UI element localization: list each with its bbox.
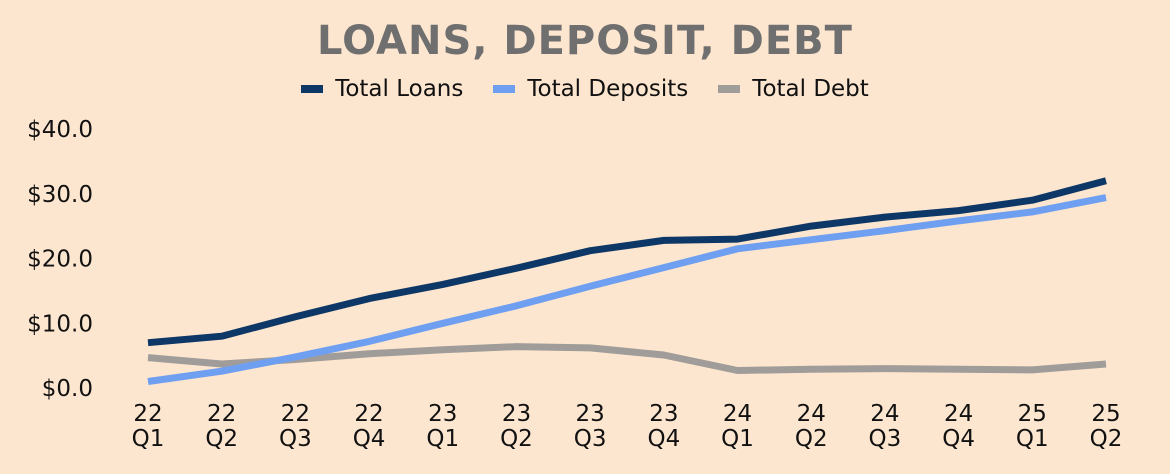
x-tick-label: 24 Q4 xyxy=(942,401,975,452)
legend-label-total-deposits: Total Deposits xyxy=(527,76,689,102)
x-tick-label: 22 Q1 xyxy=(132,401,165,452)
legend-swatch-total-loans xyxy=(301,85,324,93)
chart-title: LOANS, DEPOSIT, DEBT xyxy=(317,18,853,64)
legend-label-total-loans: Total Loans xyxy=(335,76,464,102)
series-line-total-debt xyxy=(147,343,1107,374)
legend-swatch-total-debt xyxy=(718,85,741,93)
y-tick-label: $30.0 xyxy=(27,182,93,208)
x-tick-label: 25 Q1 xyxy=(1016,401,1049,452)
x-tick-label: 23 Q4 xyxy=(647,401,680,452)
x-tick-label: 23 Q3 xyxy=(574,401,607,452)
x-tick-label: 22 Q3 xyxy=(279,401,312,452)
x-tick-label: 24 Q3 xyxy=(869,401,902,452)
x-tick-label: 23 Q1 xyxy=(426,401,459,452)
y-tick-label: $20.0 xyxy=(27,247,93,273)
series-line-total-deposits xyxy=(147,194,1107,385)
legend-label-total-debt: Total Debt xyxy=(752,76,869,102)
legend: Total Loans Total Deposits Total Debt xyxy=(0,76,1170,102)
legend-item-total-loans: Total Loans xyxy=(301,76,463,102)
x-tick-label: 22 Q4 xyxy=(353,401,386,452)
y-tick-label: $10.0 xyxy=(27,311,93,337)
y-tick-label: $40.0 xyxy=(27,117,93,143)
y-tick-label: $0.0 xyxy=(42,376,93,402)
legend-swatch-total-deposits xyxy=(493,85,516,93)
legend-item-total-debt: Total Debt xyxy=(718,76,869,102)
x-tick-label: 23 Q2 xyxy=(500,401,533,452)
series-line-total-loans xyxy=(147,177,1107,347)
x-tick-label: 24 Q2 xyxy=(795,401,828,452)
x-tick-label: 25 Q2 xyxy=(1090,401,1123,452)
legend-item-total-deposits: Total Deposits xyxy=(493,76,688,102)
x-tick-label: 24 Q1 xyxy=(721,401,754,452)
x-tick-label: 22 Q2 xyxy=(205,401,238,452)
